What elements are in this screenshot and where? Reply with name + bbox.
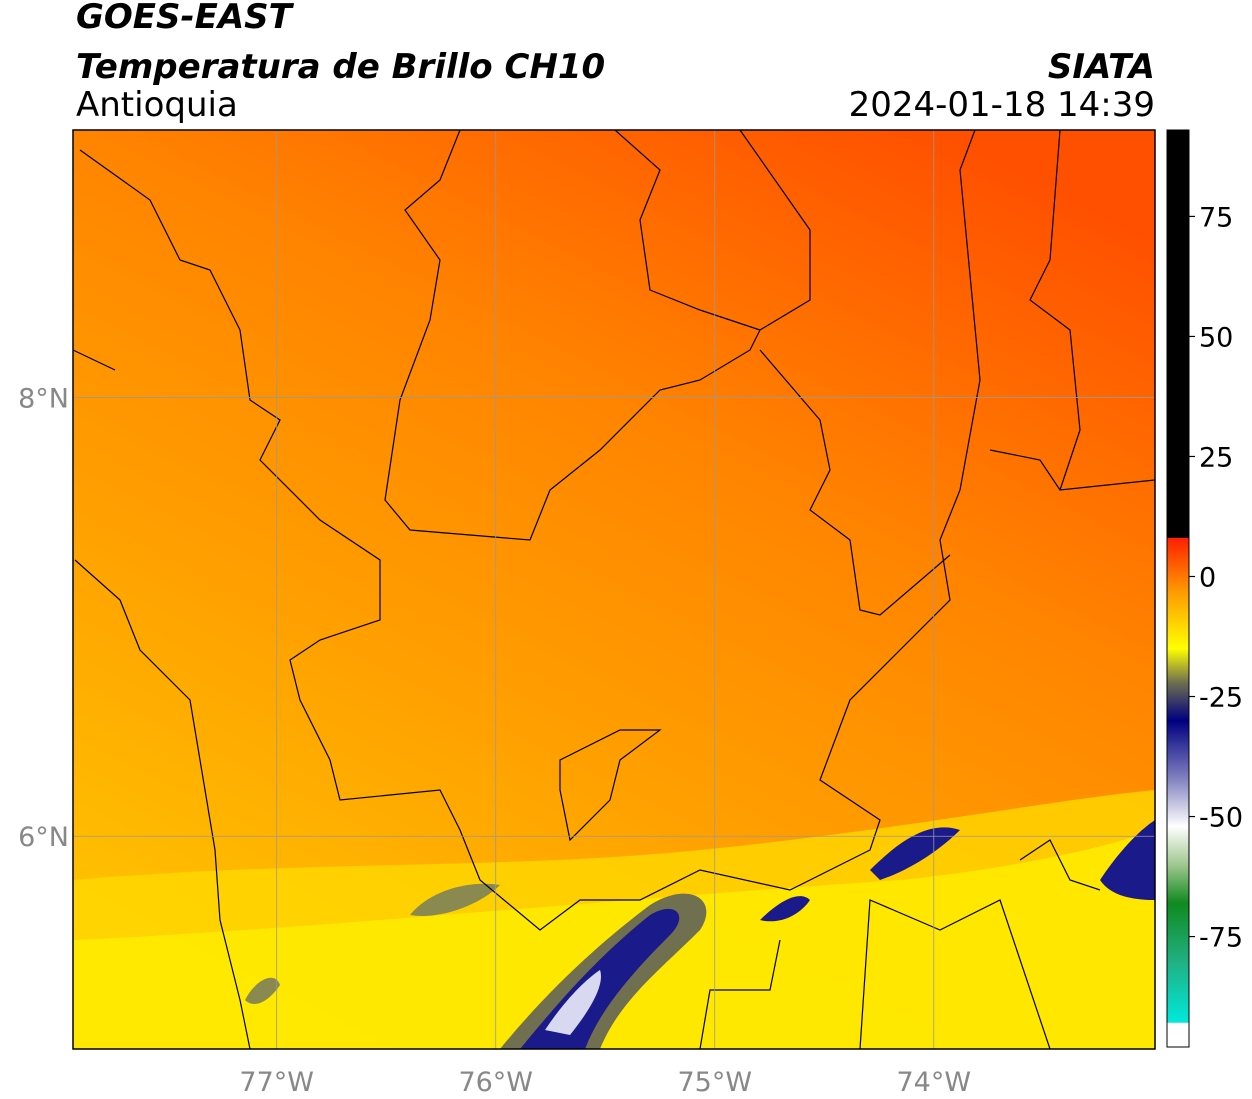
colorbar	[1166, 129, 1190, 1048]
subtitle: Temperatura de Brillo CH10	[76, 47, 605, 87]
map-image	[73, 130, 1155, 1049]
department-border	[384, 130, 811, 541]
colorbar-tick-label: -25	[1199, 683, 1243, 714]
colorbar-tick-label: 75	[1199, 202, 1233, 233]
cloud	[245, 977, 280, 1005]
cloud	[760, 896, 810, 922]
colorbar-tick-label: 50	[1199, 322, 1233, 353]
cloud	[870, 827, 960, 880]
x-tick-label: 75°W	[677, 1067, 752, 1098]
cloud	[545, 970, 601, 1035]
cloud	[1100, 820, 1155, 900]
colorbar-tick-label: -75	[1199, 923, 1243, 954]
grid	[73, 130, 1155, 1049]
cloud	[410, 883, 500, 916]
x-tick-label: 77°W	[239, 1067, 314, 1098]
department-border	[559, 729, 662, 842]
department-border	[759, 349, 951, 616]
x-tick-label: 74°W	[897, 1067, 972, 1098]
coastline	[73, 349, 251, 1049]
title: GOES-EAST	[76, 0, 295, 37]
colorbar-tick-label: 25	[1199, 442, 1233, 473]
source: SIATA	[1048, 47, 1155, 87]
department-border	[699, 839, 1101, 1049]
y-tick-label: 8°N	[18, 384, 69, 415]
region: Antioquia	[76, 85, 238, 125]
map-frame	[72, 129, 1156, 1050]
department-border	[79, 130, 981, 931]
department-border	[1029, 130, 1081, 491]
datetime: 2024-01-18 14:39	[849, 85, 1155, 125]
colorbar-tick-label: -50	[1199, 803, 1243, 834]
department-border	[989, 449, 1155, 491]
department-border	[614, 130, 761, 331]
y-tick-label: 6°N	[18, 822, 69, 853]
colorbar-tick-label: 0	[1199, 562, 1216, 593]
x-tick-label: 76°W	[458, 1067, 533, 1098]
